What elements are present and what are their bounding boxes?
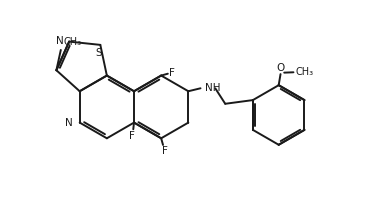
Text: S: S [95, 48, 102, 58]
Text: NH: NH [205, 83, 220, 93]
Text: CH₃: CH₃ [295, 67, 313, 77]
Text: N: N [56, 36, 64, 46]
Text: F: F [129, 131, 135, 141]
Text: N: N [65, 118, 72, 128]
Text: O: O [276, 63, 285, 73]
Text: F: F [162, 146, 168, 156]
Text: CH₃: CH₃ [64, 37, 82, 47]
Text: F: F [169, 68, 175, 78]
